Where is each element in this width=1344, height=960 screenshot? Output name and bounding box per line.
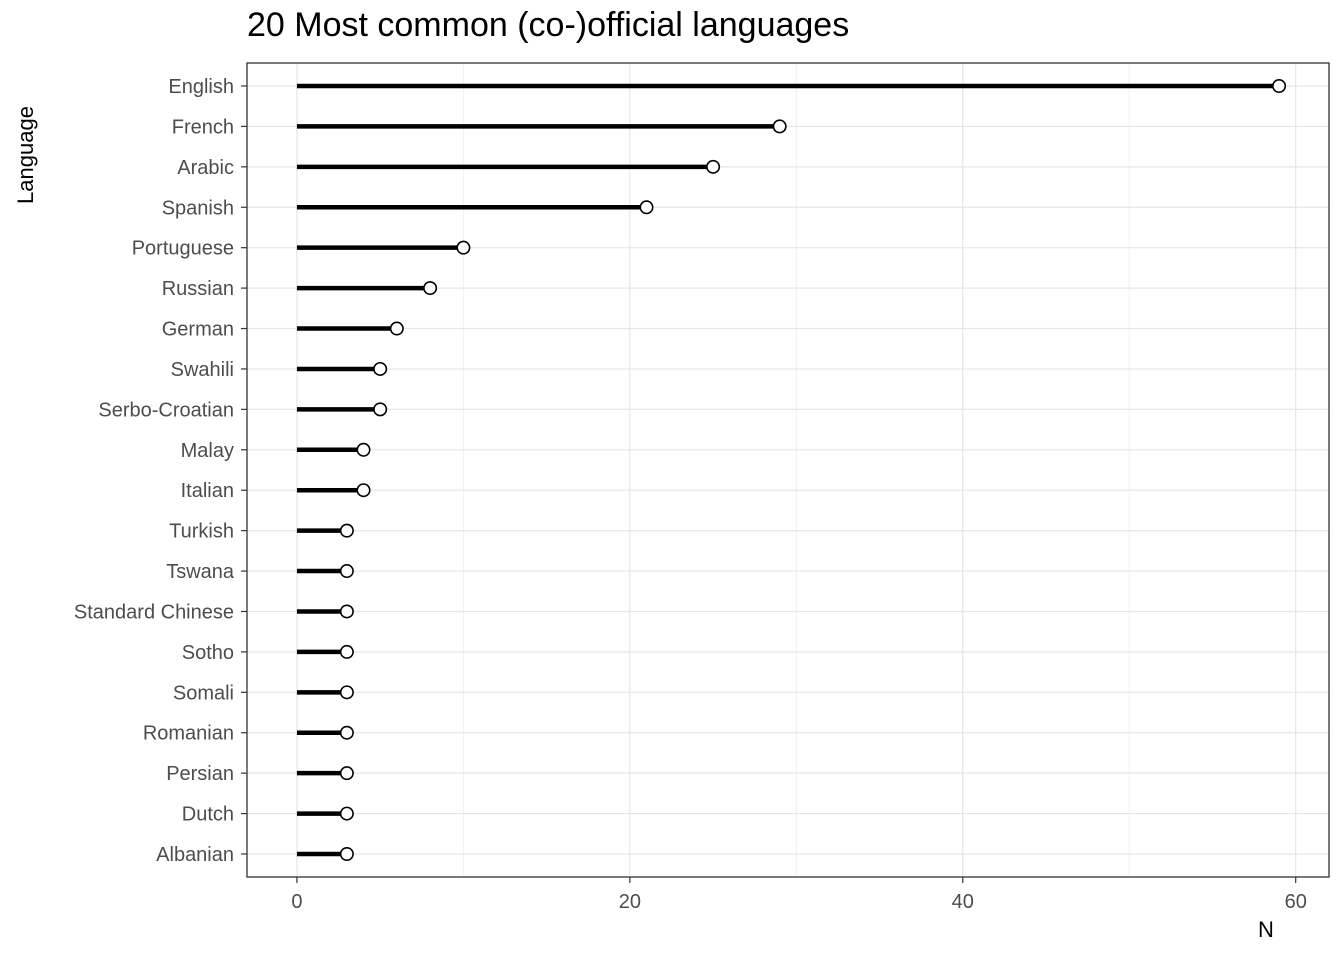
y-tick-label: Malay [181,440,234,462]
lollipop-point [639,200,654,215]
lollipop-point [456,240,471,255]
plot-panel-border [246,62,1330,878]
lollipop-point [423,281,438,296]
y-tick-label: Italian [181,480,234,502]
y-tick-label: Persian [166,763,234,785]
x-tick-label: 60 [1285,891,1307,913]
chart-title: 20 Most common (co-)official languages [247,6,850,44]
axes: English French Arabic Spanish Portuguese Russ… [74,76,1307,913]
y-tick-label: Russian [162,278,234,300]
y-tick-label: French [172,116,234,138]
lollipop-point [339,564,354,579]
y-tick-label: English [168,76,234,98]
lollipop-point [339,604,354,619]
lollipop-point [339,806,354,821]
lollipop-point [339,766,354,781]
y-tick-label: Portuguese [132,238,234,260]
y-tick-label: Standard Chinese [74,601,234,623]
lollipop-point [373,361,388,376]
lollipop-point [356,442,371,457]
y-tick-label: Sotho [182,642,234,664]
lollipop-point [772,119,787,134]
lollipop-point [706,159,721,174]
x-tick-label: 20 [619,891,641,913]
lollipop-point [373,402,388,417]
lollipop-point [1272,79,1287,94]
lollipop-point [339,685,354,700]
y-tick-label: Arabic [177,157,234,179]
x-tick-label: 0 [291,891,302,913]
x-axis-label: N [1258,917,1274,942]
y-tick-label: German [162,319,234,341]
y-tick-label: Albanian [156,844,234,866]
y-tick-label: Turkish [169,521,234,543]
x-tick-label: 40 [952,891,974,913]
data-marks [296,79,1287,861]
y-tick-label: Dutch [182,804,234,826]
y-tick-label: Spanish [162,197,234,219]
lollipop-point [389,321,404,336]
y-tick-label: Tswana [166,561,235,583]
y-tick-label: Serbo-Croatian [98,399,234,421]
lollipop-point [356,483,371,498]
y-tick-label: Swahili [171,359,234,381]
lollipop-point [339,644,354,659]
y-tick-label: Somali [173,682,234,704]
plot-panel [247,63,1329,877]
lollipop-point [339,523,354,538]
lollipop-point [339,846,354,861]
lollipop-point [339,725,354,740]
y-tick-label: Romanian [143,723,234,745]
